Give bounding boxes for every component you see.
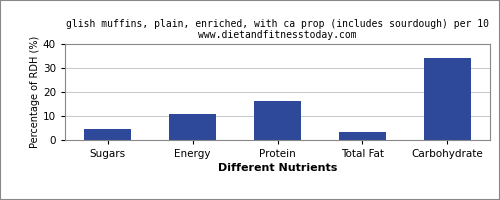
Bar: [424, 58, 470, 140]
Bar: [254, 101, 301, 140]
Title: glish muffins, plain, enriched, with ca prop (includes sourdough) per 10
www.die: glish muffins, plain, enriched, with ca …: [66, 19, 489, 40]
Bar: [339, 132, 386, 140]
X-axis label: Different Nutrients: Different Nutrients: [218, 163, 337, 173]
Bar: [169, 114, 216, 140]
Bar: [84, 129, 131, 140]
Y-axis label: Percentage of RDH (%): Percentage of RDH (%): [30, 36, 40, 148]
